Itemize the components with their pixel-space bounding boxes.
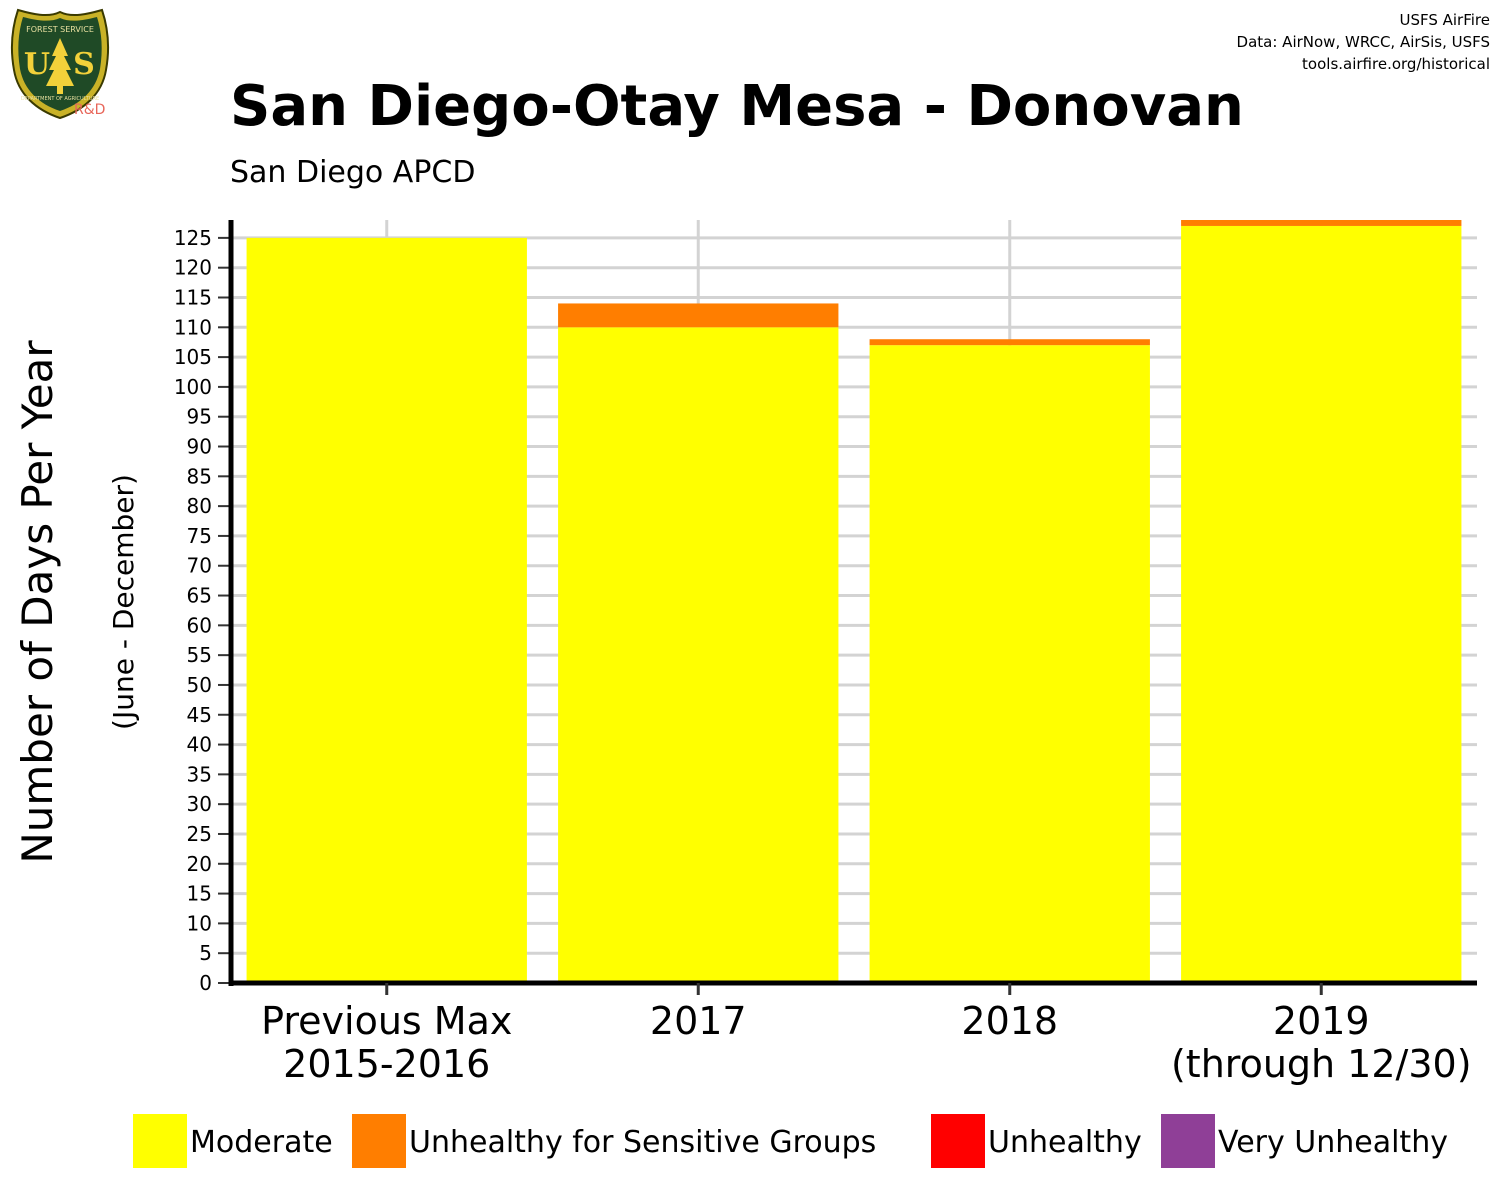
legend-swatch [931,1114,985,1168]
y-tick-label: 95 [187,405,212,429]
y-tick-label: 40 [187,733,212,757]
x-tick-label: 2018 [961,999,1058,1043]
credit-data: Data: AirNow, WRCC, AirSis, USFS [1236,33,1490,51]
legend-label: Very Unhealthy [1218,1125,1448,1160]
bar-unhealthy-for-sensitive-groups [558,303,839,328]
y-tick-label: 45 [187,703,212,727]
legend-label: Unhealthy [988,1125,1142,1160]
y-tick-label: 70 [187,554,212,578]
y-tick-label: 55 [187,643,212,667]
logo-bottom-text: DEPARTMENT OF AGRICULTURE [21,96,99,102]
bar-unhealthy-for-sensitive-groups [1181,220,1462,226]
y-tick-label: 30 [187,792,212,816]
y-tick-label: 15 [187,882,212,906]
y-tick-label: 60 [187,613,212,637]
y-tick-label: 110 [174,315,212,339]
logo-letter-right: S [73,47,95,82]
y-tick-label: 0 [199,971,212,995]
logo-top-text: FOREST SERVICE [26,25,94,34]
logo-badge: R&D [74,102,105,118]
y-tick-label: 20 [187,852,212,876]
legend-label: Moderate [190,1125,333,1160]
x-tick-label: Previous Max [261,999,512,1043]
y-tick-label: 75 [187,524,212,548]
y-tick-label: 125 [174,226,212,250]
y-tick-label: 85 [187,464,212,488]
bar-moderate [558,327,839,983]
y-tick-label: 90 [187,435,212,459]
legend-swatch [352,1114,406,1168]
y-tick-label: 50 [187,673,212,697]
legend-swatch [1161,1114,1215,1168]
usfs-shield-icon: FOREST SERVICE U S DEPARTMENT OF AGRICUL… [10,8,110,120]
y-tick-label: 65 [187,584,212,608]
logo-letter-left: U [24,47,50,82]
x-tick-label: 2019 [1273,999,1370,1043]
y-tick-label: 10 [187,911,212,935]
y-tick-label: 35 [187,762,212,786]
y-tick-label: 25 [187,822,212,846]
y-tick-label: 80 [187,494,212,518]
y-tick-label: 100 [174,375,212,399]
y-axis-label: Number of Days Per Year [13,340,62,864]
bar-unhealthy-for-sensitive-groups [869,339,1150,346]
chart-subtitle: San Diego APCD [230,155,476,190]
chart-title: San Diego-Otay Mesa - Donovan [230,74,1244,139]
bar-moderate [869,345,1150,983]
legend-label: Unhealthy for Sensitive Groups [409,1125,876,1160]
y-tick-label: 5 [199,941,212,965]
x-tick-label: 2017 [650,999,747,1043]
x-tick-label: 2015-2016 [283,1042,490,1086]
y-tick-label: 115 [174,285,212,309]
legend-swatch [133,1114,187,1168]
bar-moderate [1181,225,1462,983]
credit-source: USFS AirFire [1399,11,1490,29]
y-axis-sublabel: (June - December) [107,474,140,730]
x-tick-label: (through 12/30) [1171,1042,1472,1086]
y-tick-label: 120 [174,256,212,280]
credit-url: tools.airfire.org/historical [1302,55,1490,73]
bar-moderate [246,237,527,983]
y-tick-label: 105 [174,345,212,369]
